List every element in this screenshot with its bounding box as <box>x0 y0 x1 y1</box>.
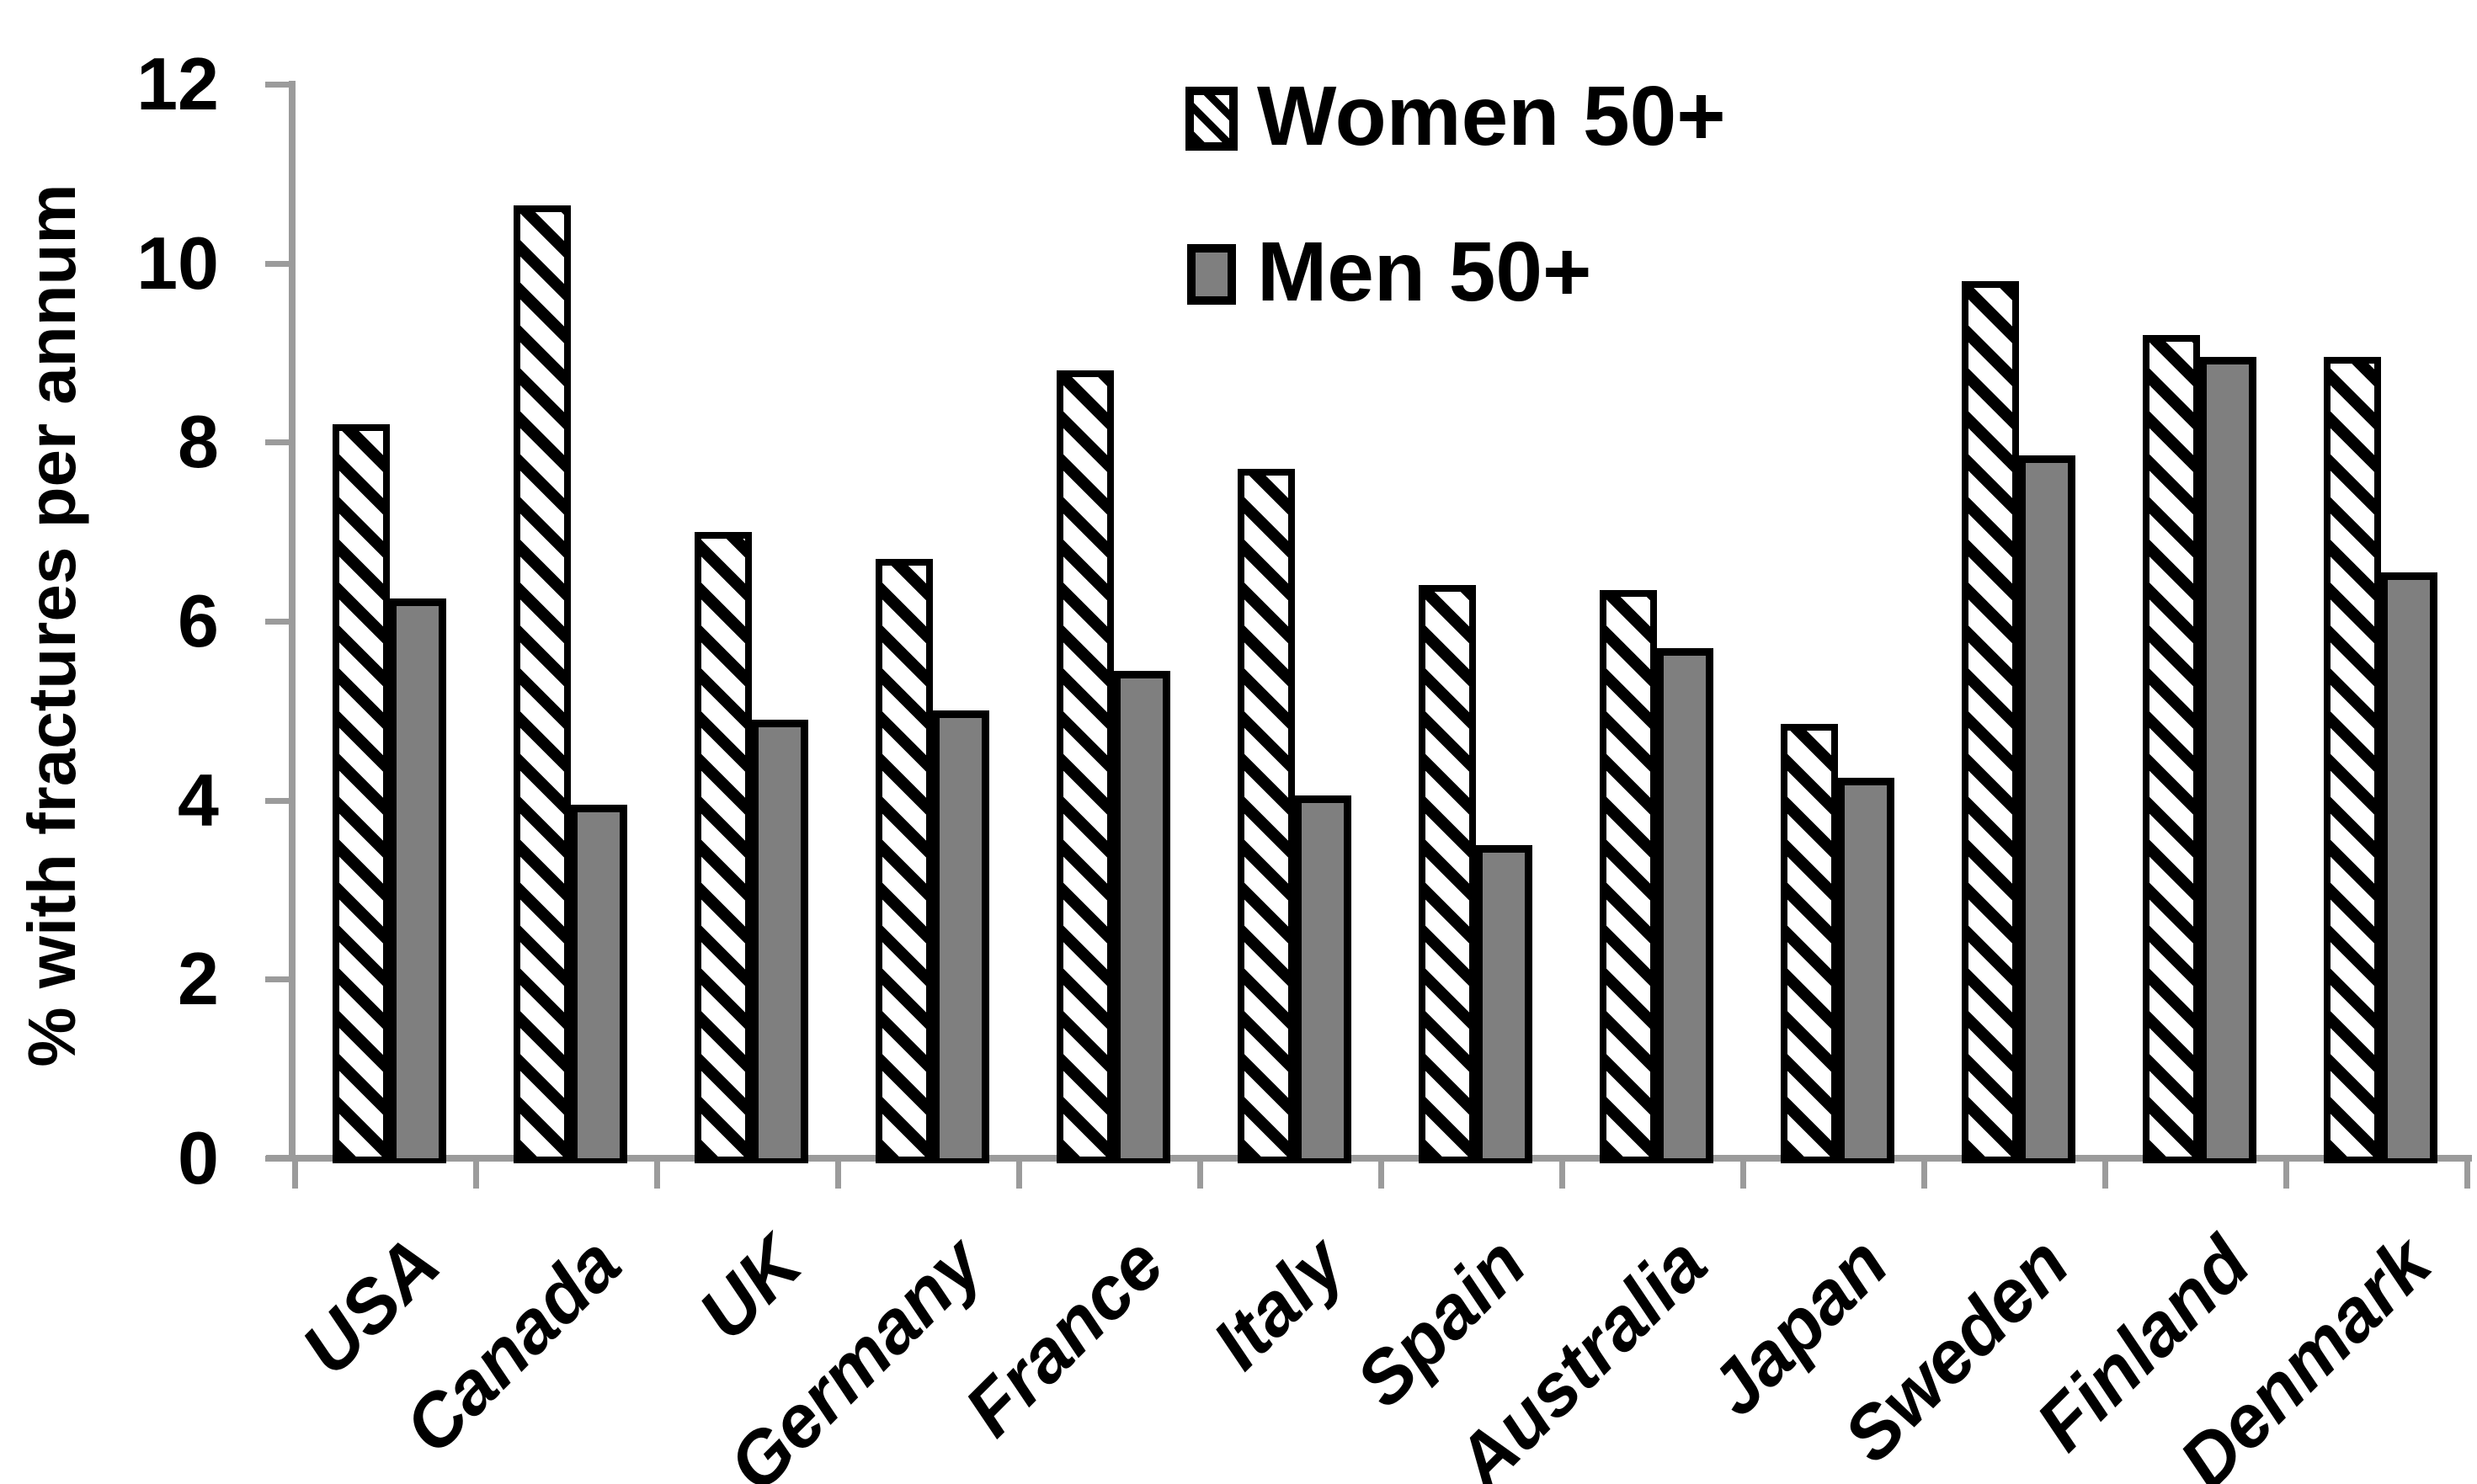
x-tick-11 <box>2283 1155 2289 1189</box>
bar-men-USA <box>389 598 446 1163</box>
bar-women-USA <box>333 424 390 1163</box>
bar-women-Spain <box>1419 585 1476 1163</box>
x-tick-6 <box>1378 1155 1384 1189</box>
y-tick-0 <box>265 1156 296 1162</box>
bar-women-Italy <box>1238 469 1295 1163</box>
x-tick-2 <box>654 1155 660 1189</box>
bar-women-Canada <box>514 205 571 1163</box>
x-tick-5 <box>1197 1155 1203 1189</box>
bar-women-UK <box>695 531 752 1163</box>
bar-men-Spain <box>1475 844 1532 1163</box>
y-tick-label-6: 6 <box>178 579 219 663</box>
y-tick-label-12: 12 <box>136 42 219 126</box>
bar-men-Italy <box>1294 795 1351 1163</box>
bar-men-Sweden <box>2018 455 2075 1163</box>
bar-men-Canada <box>570 804 627 1163</box>
y-tick-label-10: 10 <box>136 221 219 305</box>
y-tick-label-0: 0 <box>178 1116 219 1199</box>
legend-men-label: Men 50+ <box>1257 225 1592 319</box>
x-axis-line <box>266 1155 2472 1162</box>
x-tick-4 <box>1016 1155 1022 1189</box>
x-tick-0 <box>292 1155 298 1189</box>
y-tick-label-4: 4 <box>178 758 219 842</box>
legend-women-hatch-swatch <box>1185 87 1238 151</box>
x-tick-8 <box>1740 1155 1746 1189</box>
y-tick-4 <box>265 797 296 804</box>
bar-men-UK <box>751 719 808 1163</box>
bar-women-Japan <box>1781 724 1838 1163</box>
y-tick-12 <box>265 82 296 88</box>
bar-men-Japan <box>1837 778 1894 1163</box>
x-tick-12 <box>2464 1155 2470 1189</box>
bar-women-Sweden <box>1962 280 2019 1163</box>
bar-women-Finland <box>2143 334 2200 1163</box>
bar-women-Germany <box>876 558 933 1163</box>
bar-women-France <box>1057 370 1114 1163</box>
bar-men-Denmark <box>2380 572 2437 1163</box>
y-tick-2 <box>265 976 296 983</box>
x-tick-1 <box>473 1155 479 1189</box>
x-tick-9 <box>1921 1155 1927 1189</box>
x-label-Italy: Italy <box>1196 1221 1361 1386</box>
bar-women-Australia <box>1600 589 1657 1163</box>
x-tick-10 <box>2102 1155 2108 1189</box>
bar-men-France <box>1113 670 1170 1163</box>
legend-women-label: Women 50+ <box>1257 69 1726 163</box>
y-tick-label-2: 2 <box>178 937 219 1021</box>
x-label-France: France <box>948 1221 1180 1452</box>
x-label-USA: USA <box>285 1221 455 1391</box>
bar-women-Denmark <box>2324 357 2381 1163</box>
x-tick-3 <box>835 1155 841 1189</box>
y-tick-8 <box>265 439 296 446</box>
bar-men-Finland <box>2199 357 2256 1163</box>
bar-men-Australia <box>1656 647 1713 1163</box>
y-tick-6 <box>265 619 296 625</box>
x-label-UK: UK <box>682 1221 818 1356</box>
legend-men-gray-swatch <box>1187 244 1236 305</box>
x-tick-7 <box>1559 1155 1565 1189</box>
y-tick-10 <box>265 260 296 267</box>
y-tick-label-8: 8 <box>178 400 219 484</box>
bar-men-Germany <box>932 710 989 1163</box>
